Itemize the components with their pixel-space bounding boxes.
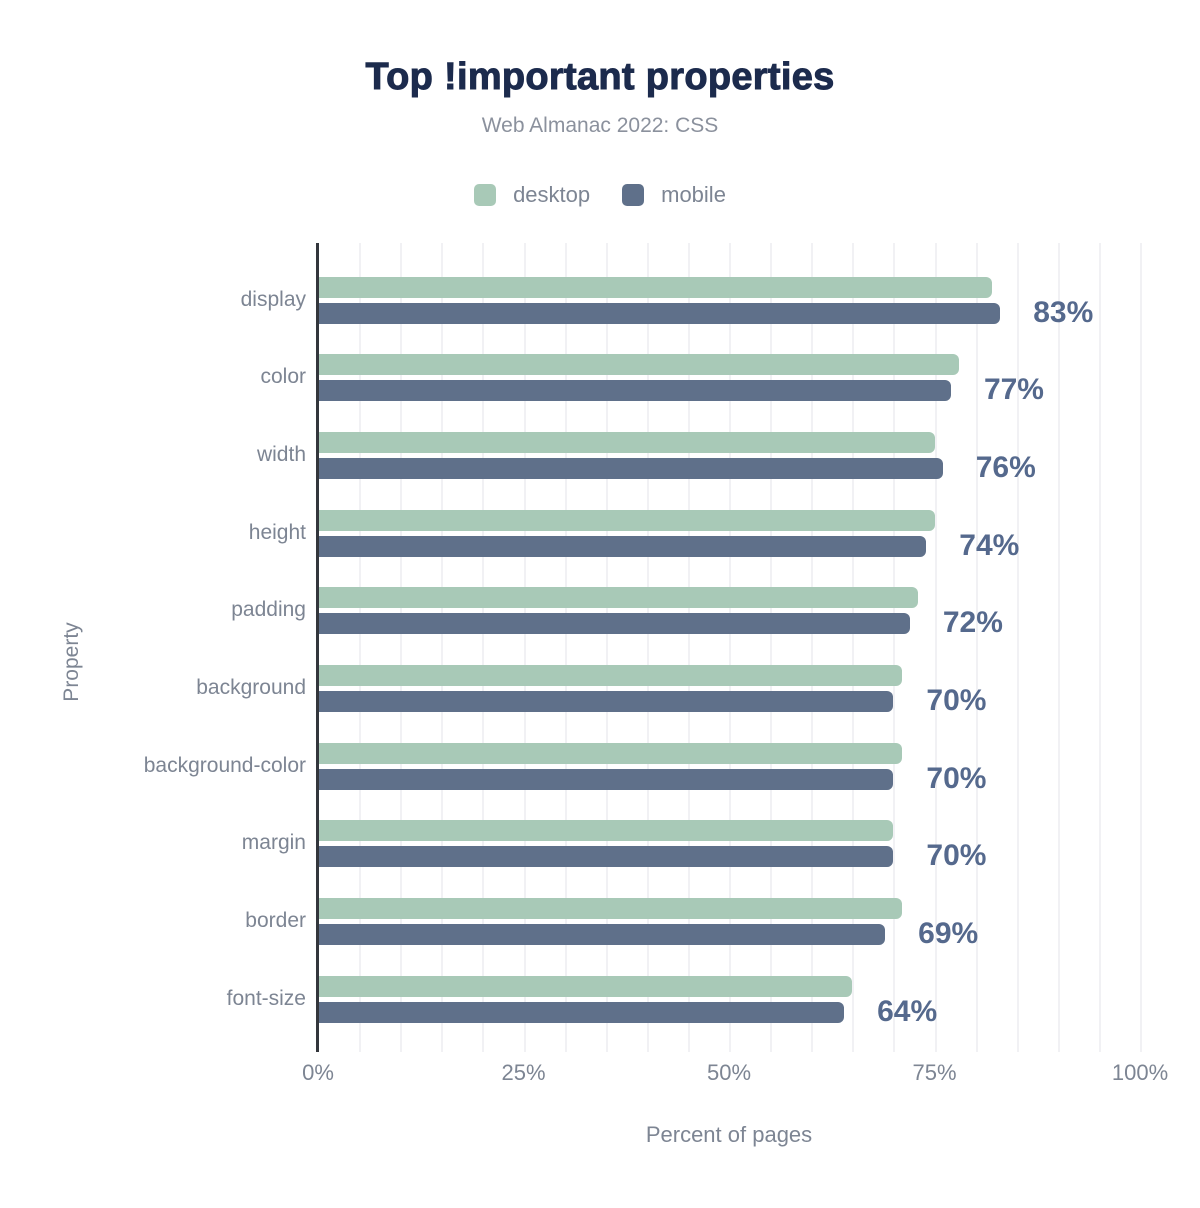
bar-mobile[interactable] (318, 768, 894, 790)
value-label: 77% (983, 373, 1044, 407)
value-label: 70% (926, 839, 987, 873)
gridline-5 (359, 243, 362, 1052)
legend-label-mobile: mobile (661, 182, 726, 207)
category-label: border (245, 908, 306, 932)
gridline-75 (934, 243, 937, 1052)
bar-desktop[interactable] (318, 276, 993, 298)
category-label: color (260, 365, 306, 389)
x-tick-label-75%: 75% (912, 1060, 957, 1085)
bar-desktop[interactable] (318, 742, 902, 764)
chart-subtitle: Web Almanac 2022: CSS (481, 114, 719, 137)
gridline-95 (1098, 243, 1101, 1052)
gridline-40 (646, 243, 649, 1052)
category-label: font-size (226, 986, 306, 1010)
legend-item-desktop: desktop (474, 182, 590, 208)
bar-mobile[interactable] (318, 846, 894, 868)
value-label: 70% (926, 761, 987, 795)
bar-row-background: background 70% (196, 664, 1140, 717)
bar-mobile[interactable] (318, 535, 927, 557)
value-label: 72% (942, 606, 1003, 640)
category-label: background (196, 675, 306, 699)
x-tick-label-25%: 25% (501, 1060, 546, 1085)
legend-swatch-mobile (622, 184, 645, 206)
category-label: display (240, 287, 306, 311)
value-label: 76% (975, 450, 1036, 484)
chart-title: Top !important properties (365, 56, 835, 99)
gridline-85 (1016, 243, 1019, 1052)
bar-desktop[interactable] (318, 664, 902, 686)
value-label: 69% (918, 916, 979, 950)
x-tick-label-0%: 0% (302, 1060, 334, 1085)
bar-desktop[interactable] (318, 354, 960, 376)
gridline-50 (729, 243, 731, 1052)
bar-desktop[interactable] (318, 587, 919, 609)
gridline-45 (687, 243, 690, 1052)
bar-mobile[interactable] (318, 302, 1001, 324)
gridline-70 (893, 243, 896, 1052)
bar-mobile[interactable] (318, 690, 894, 712)
category-label: background-color (143, 753, 306, 777)
bar-row-margin: margin 70% (242, 820, 1140, 872)
y-axis-line (316, 243, 319, 1052)
bar-desktop[interactable] (318, 431, 935, 453)
value-label: 83% (1033, 295, 1094, 329)
bar-row-border: border 69% (245, 897, 1140, 950)
gridline-30 (564, 243, 567, 1052)
bar-mobile[interactable] (318, 457, 943, 479)
x-axis-title: Percent of pages (645, 1122, 813, 1147)
category-label: margin (241, 831, 306, 855)
x-tick-label-50%: 50% (706, 1060, 752, 1085)
gridline-20 (482, 243, 485, 1052)
bar-row-background-color: background-color 70% (144, 742, 1140, 795)
gridline-25 (523, 243, 526, 1052)
plot-area: display 83% color 77% width 76% height 74% paddi… (144, 243, 1142, 1052)
legend-item-mobile: mobile (622, 182, 726, 208)
gridline-80 (975, 243, 978, 1052)
legend-swatch-desktop (474, 184, 497, 206)
bar-row-display: display 83% (241, 276, 1140, 329)
value-label: 64% (877, 994, 938, 1028)
category-label: height (248, 520, 306, 544)
category-label: width (256, 442, 306, 466)
gridline-65 (852, 243, 855, 1052)
gridline-90 (1057, 243, 1060, 1052)
gridline-35 (605, 243, 608, 1052)
gridline-55 (770, 243, 773, 1052)
bar-row-color: color 77% (260, 354, 1140, 406)
bar-desktop[interactable] (318, 820, 894, 842)
bar-mobile[interactable] (318, 923, 886, 945)
bar-mobile[interactable] (318, 613, 910, 635)
gridline-100 (1140, 243, 1142, 1052)
x-tick-label-100%: 100% (1111, 1060, 1169, 1085)
value-label: 74% (959, 528, 1020, 562)
legend: desktop mobile (0, 182, 1200, 208)
category-label: padding (231, 598, 306, 622)
bar-row-height: height 74% (249, 509, 1140, 562)
y-axis-title: Property (60, 622, 83, 702)
bar-row-width: width 76% (257, 431, 1140, 484)
bar-desktop[interactable] (318, 897, 902, 919)
value-label: 70% (926, 683, 987, 717)
gridline-60 (811, 243, 814, 1052)
gridline-10 (400, 243, 403, 1052)
bar-desktop[interactable] (318, 509, 935, 531)
bar-desktop[interactable] (318, 975, 853, 997)
bar-mobile[interactable] (318, 380, 951, 402)
bar-row-font-size: font-size 64% (227, 975, 1140, 1028)
legend-label-desktop: desktop (513, 182, 591, 207)
bar-mobile[interactable] (318, 1001, 845, 1023)
bar-row-padding: padding 72% (231, 587, 1140, 639)
gridline-15 (441, 243, 444, 1052)
